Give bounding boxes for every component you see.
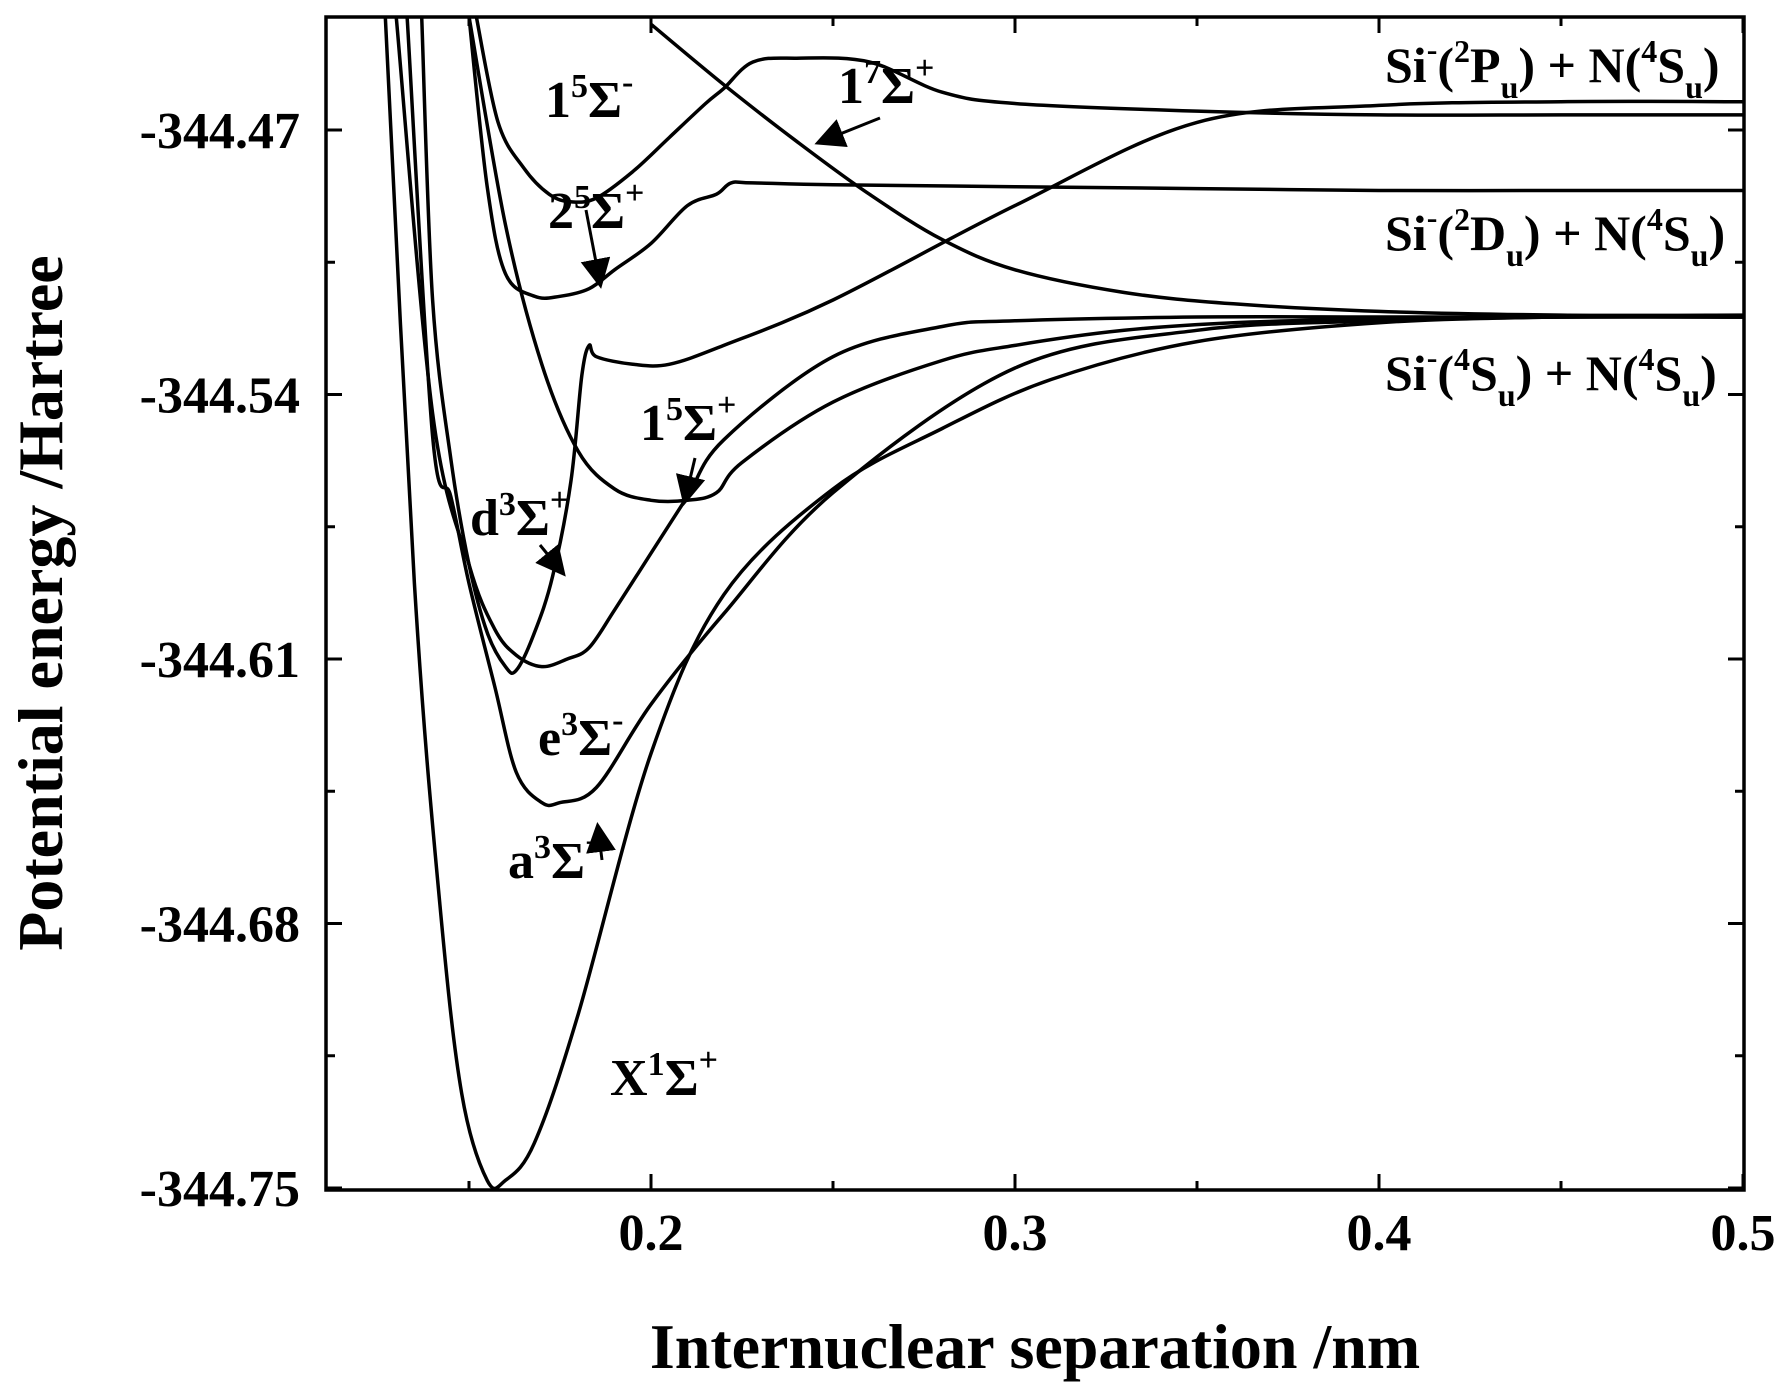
y-tick-label: -344.68 — [140, 897, 300, 954]
y-tick-label: -344.54 — [140, 368, 300, 425]
state-label-0: X1Σ+ — [610, 1042, 718, 1107]
y-tick-label: -344.47 — [140, 103, 300, 160]
pointer-arrow-0 — [586, 822, 616, 861]
x-axis-title: Internuclear separation /nm — [650, 1311, 1420, 1382]
x-tick-label: 0.2 — [619, 1205, 684, 1262]
x-tick-label: 0.3 — [983, 1205, 1048, 1262]
pointer-arrow-4 — [814, 116, 881, 148]
x-tick-label: 0.4 — [1347, 1205, 1412, 1262]
series-curve-5 — [467, 17, 1743, 300]
pointer-arrow-2 — [535, 543, 566, 577]
plot-frame — [324, 15, 1746, 1192]
asymptote-label-1: Si-(2Du) + N(4Su) — [1385, 199, 1725, 273]
state-label-4: 15Σ+ — [640, 387, 736, 452]
x-tick-label: 0.5 — [1711, 1205, 1776, 1262]
state-label-1: a3Σ+ — [508, 825, 604, 890]
curves — [383, 17, 1744, 1190]
state-label-3: e3Σ- — [538, 702, 623, 767]
state-label-5: 25Σ+ — [548, 175, 644, 240]
state-label-7: 17Σ+ — [838, 50, 934, 115]
series-curve-4 — [467, 17, 1744, 504]
asymptote-label-0: Si-(2Pu) + N(4Su) — [1385, 31, 1720, 105]
series-curve-7 — [649, 22, 1744, 318]
y-tick-label: -344.61 — [140, 632, 300, 689]
state-label-6: 15Σ- — [545, 64, 633, 129]
state-label-2: d3Σ+ — [470, 482, 569, 547]
pointer-arrow-1 — [580, 209, 611, 289]
pointer-arrow-3 — [675, 457, 706, 506]
series-curve-6 — [474, 17, 1743, 204]
series-curve-0 — [383, 17, 1744, 1190]
y-axis-title: Potential energy /Hartree — [5, 255, 76, 950]
axes: 0.2 0.3 0.4 0.5 -344.75 -344.68 -344.61 -344.54… — [140, 17, 1776, 1262]
series-curve-1 — [405, 17, 1744, 808]
annotations: X1Σ+ a3Σ+ d3Σ+ e3Σ- 15Σ+ 25Σ+ 15Σ- 17Σ+ Si-(2Pu)… — [470, 31, 1725, 1107]
y-tick-label: -344.75 — [140, 1161, 300, 1218]
asymptote-label-2: Si-(4Su) + N(4Su) — [1385, 339, 1717, 413]
series-curve-3 — [394, 17, 1743, 669]
